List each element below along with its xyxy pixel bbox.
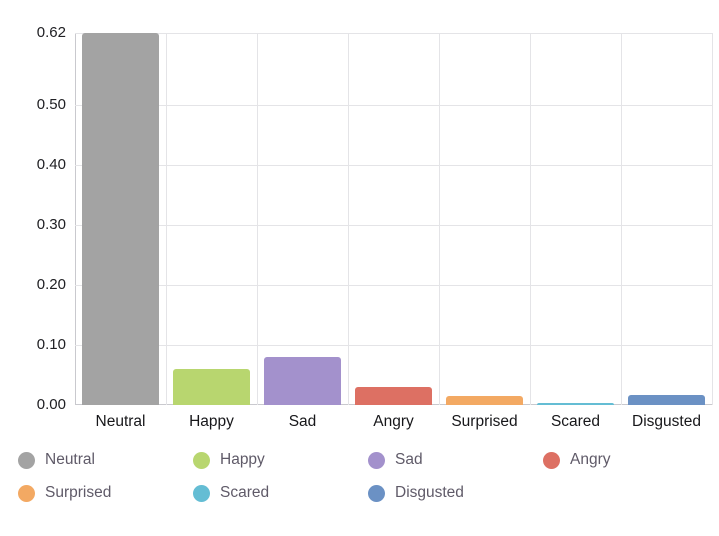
h-gridline xyxy=(75,225,712,226)
h-gridline xyxy=(75,33,712,34)
bar-surprised xyxy=(446,396,523,405)
x-tick-label-happy: Happy xyxy=(189,413,234,430)
y-tick-label: 0.20 xyxy=(36,276,66,293)
legend-item-label: Sad xyxy=(395,451,423,468)
plot-area xyxy=(75,33,713,405)
x-tick-label-sad: Sad xyxy=(288,413,317,430)
bar-disgusted xyxy=(628,394,705,405)
h-gridline xyxy=(75,165,712,166)
v-gridline xyxy=(530,33,531,405)
v-gridline xyxy=(257,33,258,405)
x-tick-label-scared: Scared xyxy=(550,413,601,430)
legend-marker-icon xyxy=(18,484,35,502)
legend-item-scared[interactable]: Scared xyxy=(193,481,269,505)
x-tick-label-neutral: Neutral xyxy=(95,413,146,430)
legend-item-label: Happy xyxy=(220,451,265,468)
legend-marker-icon xyxy=(193,451,210,469)
legend-item-disgusted[interactable]: Disgusted xyxy=(368,481,464,505)
legend-item-neutral[interactable]: Neutral xyxy=(18,448,95,472)
v-gridline xyxy=(439,33,440,405)
y-axis-line xyxy=(75,33,76,405)
y-tick-label: 0.50 xyxy=(36,96,66,113)
y-tick-label: 0.40 xyxy=(36,156,66,173)
legend-marker-icon xyxy=(368,451,385,469)
legend-marker-icon xyxy=(368,484,385,502)
legend-item-label: Surprised xyxy=(45,484,112,501)
v-gridline xyxy=(621,33,622,405)
legend-item-label: Scared xyxy=(220,484,270,501)
legend-item-label: Neutral xyxy=(45,451,95,468)
legend-marker-icon xyxy=(543,451,560,469)
h-gridline xyxy=(75,285,712,286)
h-gridline xyxy=(75,345,712,346)
y-tick-label: 0.10 xyxy=(36,336,66,353)
v-gridline xyxy=(712,33,713,405)
bar-angry xyxy=(355,387,432,405)
legend-item-label: Angry xyxy=(570,451,611,468)
bar-happy xyxy=(173,369,250,405)
legend-item-sad[interactable]: Sad xyxy=(368,448,423,472)
legend-item-happy[interactable]: Happy xyxy=(193,448,265,472)
y-tick-label: 0.62 xyxy=(36,24,66,41)
bar-sad xyxy=(264,357,341,405)
x-tick-label-angry: Angry xyxy=(373,413,414,430)
legend-item-surprised[interactable]: Surprised xyxy=(18,481,111,505)
v-gridline xyxy=(166,33,167,405)
legend-marker-icon xyxy=(193,484,210,502)
x-tick-label-surprised: Surprised xyxy=(451,413,518,430)
legend-marker-icon xyxy=(18,451,35,469)
bar-neutral xyxy=(82,33,159,405)
legend-item-label: Disgusted xyxy=(395,484,464,501)
y-tick-label: 0.00 xyxy=(36,396,66,413)
y-tick-label: 0.30 xyxy=(36,216,66,233)
x-tick-label-disgusted: Disgusted xyxy=(632,413,701,430)
bar-scared xyxy=(537,402,614,405)
v-gridline xyxy=(348,33,349,405)
legend-item-angry[interactable]: Angry xyxy=(543,448,611,472)
h-gridline xyxy=(75,105,712,106)
